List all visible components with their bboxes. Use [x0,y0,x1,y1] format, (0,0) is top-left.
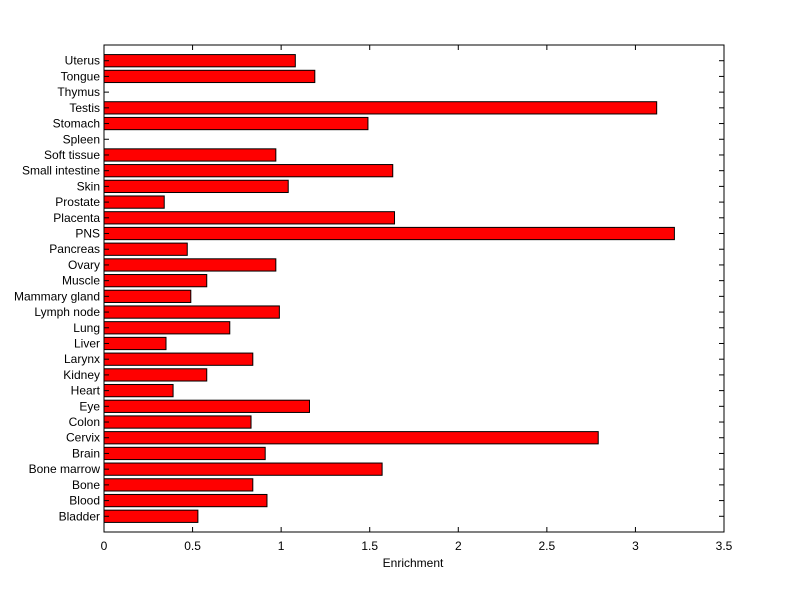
y-tick-label: Bone marrow [29,462,101,476]
x-tick-label: 3.5 [716,539,733,553]
bar-lymph-node [103,305,280,319]
bar-small-intestine [103,164,394,178]
y-tick-label: Larynx [64,352,100,366]
bar-heart [103,383,174,398]
bar-bone [103,478,254,492]
y-tick-label: Ovary [68,258,100,272]
bar-brain [103,446,266,461]
bar-larynx [103,352,254,366]
y-tick-label: Blood [69,494,100,508]
y-tick-label: Mammary gland [14,289,100,303]
bar-uterus [103,54,296,68]
bar-bladder [103,509,199,523]
y-tick-label: Skin [77,179,100,193]
y-tick-label: Tongue [61,69,101,83]
y-tick-label: Eye [79,399,100,413]
x-tick-labels: 0 0.5 1 1.5 2 2.5 3 3.5 [101,539,733,553]
y-tick-label: Placenta [53,211,100,225]
x-tick-label: 1.5 [361,539,378,553]
y-tick-label: Bone [72,478,100,492]
y-tick-label: Testis [69,101,100,115]
x-tick-label: 3 [632,539,639,553]
y-tick-label: Prostate [55,195,100,209]
y-tick-label: Uterus [65,54,100,68]
bar-kidney [103,368,208,382]
y-tick-label: Soft tissue [44,148,100,162]
y-tick-label: Thymus [57,85,100,99]
y-tick-label: Bladder [59,509,100,523]
bar-placenta [103,211,396,225]
bar-bone-marrow [103,462,383,476]
x-axis-label: Enrichment [383,556,444,570]
y-tick-label: Muscle [62,274,100,288]
bar-lung [103,321,231,335]
y-tick-label: Stomach [53,117,100,131]
y-tick-label: Colon [69,415,100,429]
y-tick-label: Lung [73,321,100,335]
bar-pns [103,226,675,241]
y-tick-label: Liver [74,336,100,350]
y-tick-label: PNS [75,227,100,241]
bar-stomach [103,116,369,131]
bars-group [103,54,675,523]
bar-muscle [103,274,208,288]
x-tick-label: 0.5 [184,539,201,553]
bar-eye [103,399,310,413]
bar-prostate [103,195,165,209]
bar-skin [103,179,289,194]
x-tick-label: 1 [278,539,285,553]
bar-pancreas [103,242,188,256]
bar-colon [103,415,252,429]
bar-ovary [103,258,277,272]
bar-mammary-gland [103,289,192,303]
y-tick-label: Cervix [66,431,100,445]
y-tick-label: Pancreas [49,242,100,256]
bar-tongue [103,69,316,84]
y-tick-label: Kidney [63,368,100,382]
y-tick-label: Brain [72,446,100,460]
bar-cervix [103,431,599,445]
x-tick-label: 2.5 [539,539,556,553]
y-tick-label: Spleen [63,132,100,146]
x-tick-label: 0 [101,539,108,553]
bar-liver [103,336,167,351]
y-tick-label: Heart [71,384,101,398]
y-tick-label: Small intestine [22,164,100,178]
bar-soft-tissue [103,148,277,162]
x-tick-label: 2 [455,539,462,553]
plot-frame [103,44,725,533]
bar-testis [103,101,658,115]
y-tick-label: Lymph node [34,305,100,319]
bar-blood [103,493,268,508]
